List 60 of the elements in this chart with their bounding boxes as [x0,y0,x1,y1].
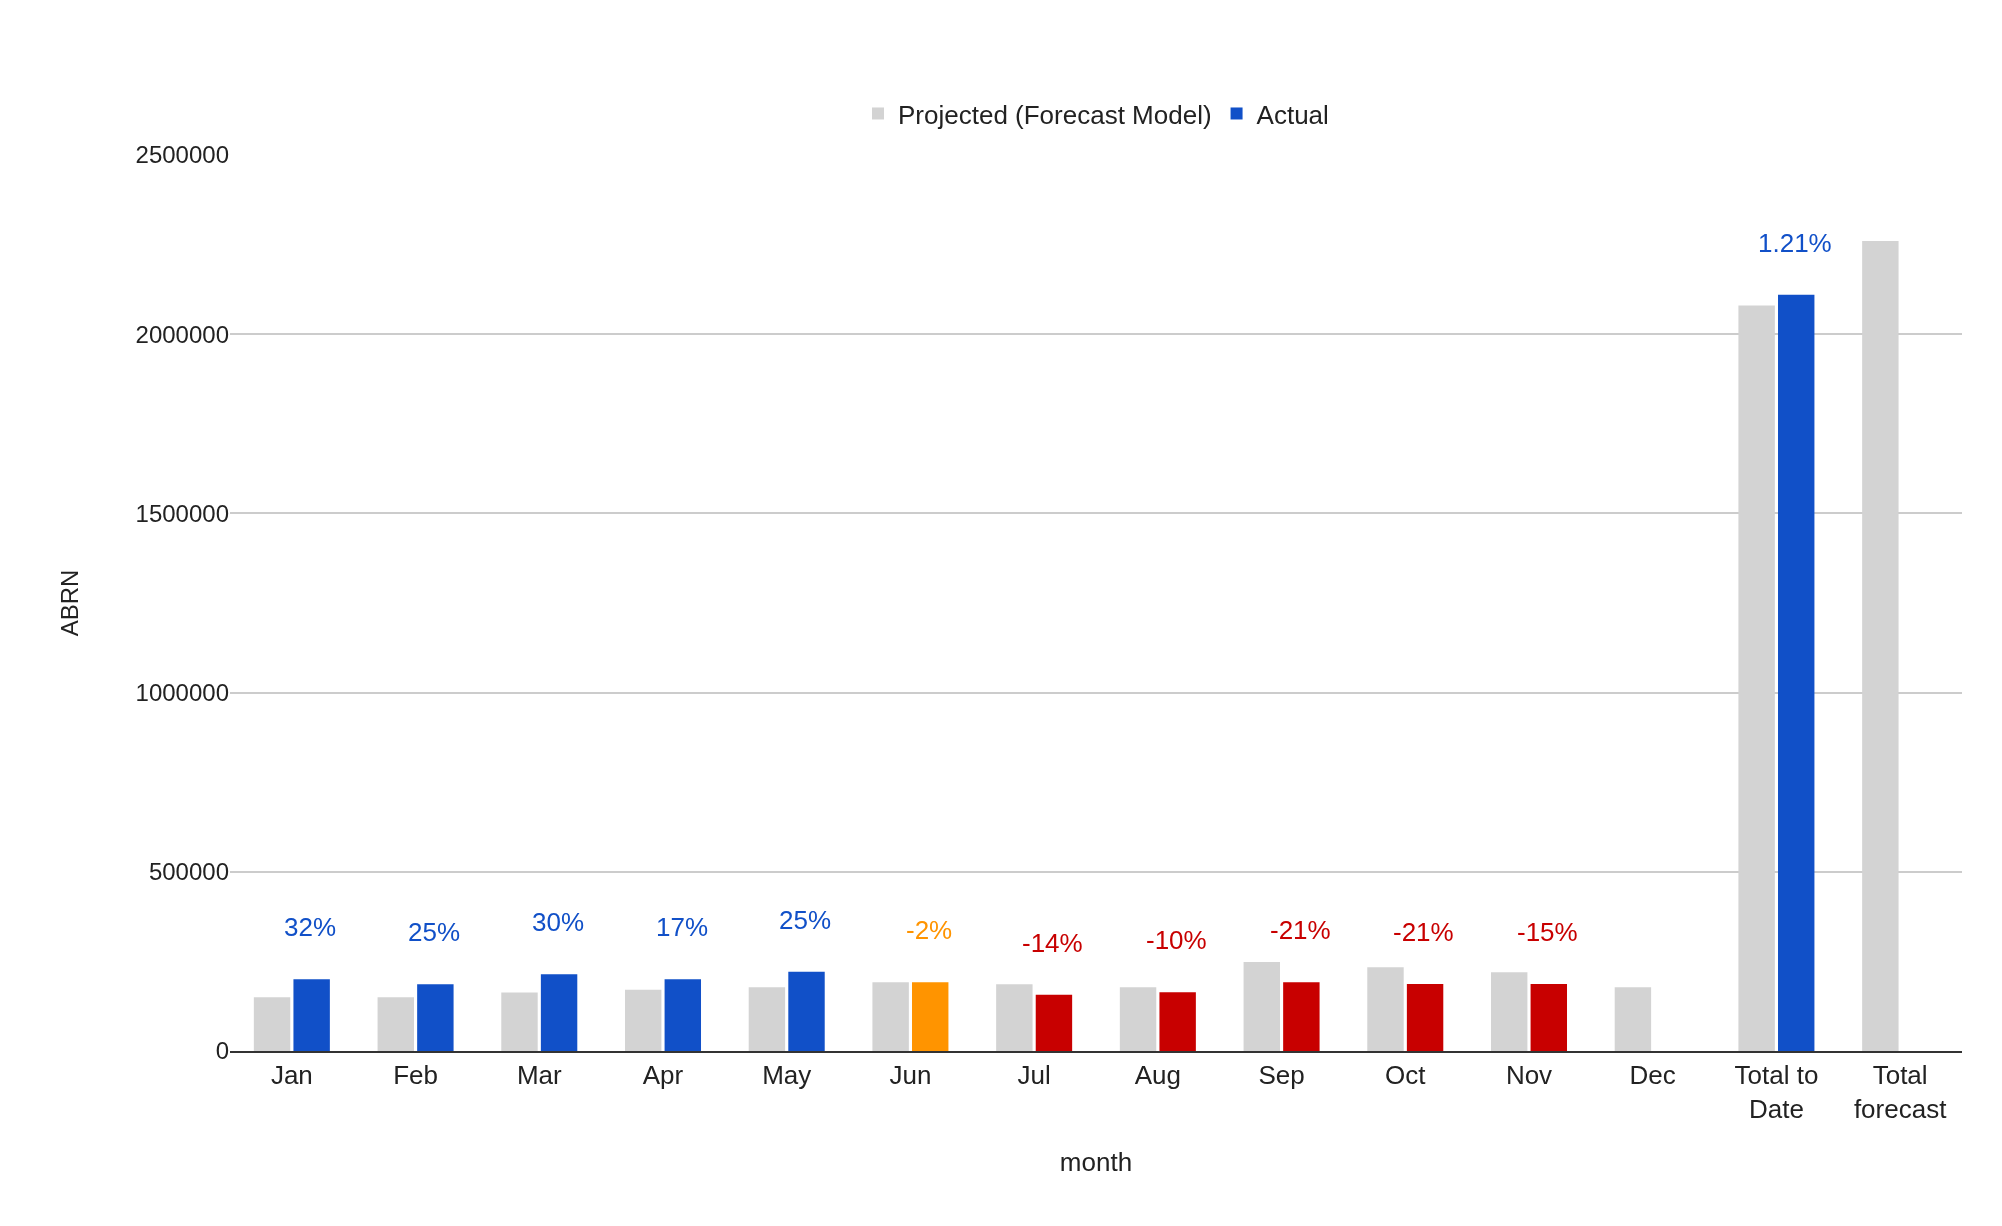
bar [996,984,1033,1051]
y-tick-label: 0 [215,1037,229,1065]
annotation: -15% [1517,917,1578,947]
annotation: 25% [408,917,461,947]
x-tick-label: Jan [270,1060,313,1091]
bar [1778,294,1815,1051]
x-tick-label: Total to Date [1734,1060,1819,1124]
y-tick-label: 1000000 [135,679,229,706]
y-tick-label: 500000 [148,858,229,886]
x-tick-label: Oct [1385,1060,1427,1091]
y-tick-label: 2000000 [135,320,229,348]
y-tick-label: 2500000 [135,141,229,169]
legend-label: Projected (Forecast Model) [898,99,1212,130]
x-axis-title: month [1059,1147,1133,1178]
bar [540,974,578,1051]
annotation: 30% [532,907,585,937]
annotation: 25% [779,905,832,935]
bar [1159,992,1196,1051]
annotation: -21% [1393,917,1454,947]
bar [1243,962,1280,1051]
x-tick-label: Sep [1258,1060,1305,1091]
bar [1035,994,1073,1051]
bar [377,997,414,1051]
y-axis-title: ABRN [55,569,83,637]
x-tick-label: Jun [889,1060,932,1091]
x-tick-label: Aug [1134,1060,1181,1091]
x-tick-label: Mar [516,1060,563,1091]
x-tick-label: Total forecast [1853,1060,1948,1124]
annotation: -21% [1270,915,1331,945]
bar [788,971,825,1051]
x-tick-label: Feb [393,1060,438,1091]
bar [1530,983,1568,1051]
bar [912,982,949,1051]
x-tick-label: Jul [1017,1060,1051,1091]
x-tick-label: May [762,1060,812,1091]
bar [1614,987,1652,1051]
bar [1119,987,1157,1051]
annotation: -2% [906,915,953,945]
bar [1490,972,1528,1051]
bar [1367,967,1404,1051]
x-tick-label: Dec [1629,1060,1676,1091]
bar [1283,982,1320,1051]
x-tick-label: Nov [1505,1060,1553,1091]
bar [624,989,662,1051]
annotation: 1.21% [1758,228,1832,258]
bar [748,987,786,1051]
x-tick-label: Apr [642,1060,684,1091]
bar [253,997,291,1051]
bar [872,982,909,1051]
bar [664,979,702,1051]
bar [1406,983,1444,1051]
y-tick-label: 1500000 [135,499,229,527]
bar [501,992,538,1051]
bar [293,979,330,1051]
annotation: 32% [284,912,337,942]
annotation: 17% [656,912,709,942]
bar [417,984,454,1051]
legend-label: Actual [1256,99,1329,130]
annotation: -14% [1022,928,1083,958]
annotation: -10% [1146,925,1207,955]
